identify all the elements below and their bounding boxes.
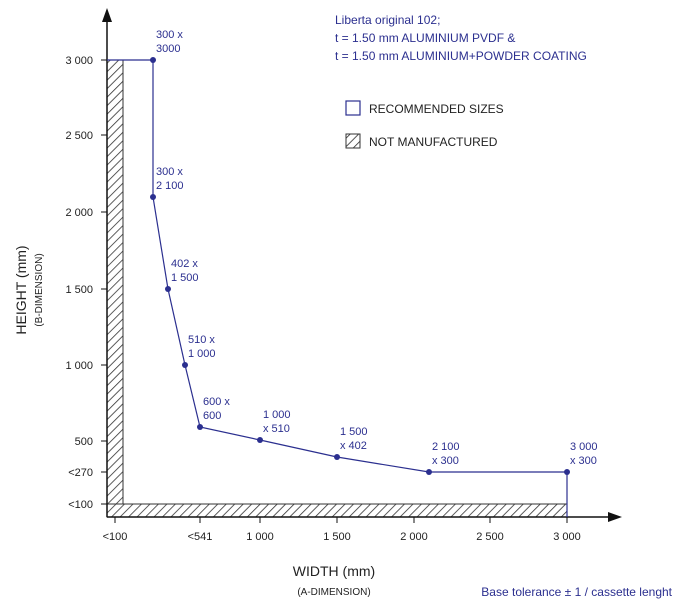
x-tick-label: <541 bbox=[188, 531, 213, 543]
x-ticks: <100 <541 1 000 1 500 2 000 2 500 3 000 bbox=[103, 517, 581, 543]
chart-title-line-2: t = 1.50 mm ALUMINIUM PVDF & bbox=[335, 31, 515, 45]
y-tick-label: 2 500 bbox=[65, 130, 93, 142]
y-tick-label: <100 bbox=[68, 499, 93, 511]
data-point bbox=[150, 57, 156, 63]
x-tick-label: <100 bbox=[103, 531, 128, 543]
hatch-horizontal-region bbox=[106, 503, 568, 518]
y-axis-title: HEIGHT (mm) bbox=[13, 245, 29, 334]
chart-title-line-3: t = 1.50 mm ALUMINIUM+POWDER COATING bbox=[335, 49, 587, 63]
y-tick-label: 500 bbox=[75, 436, 93, 448]
x-axis-subtitle: (A-DIMENSION) bbox=[297, 587, 370, 598]
y-tick-label: 1 500 bbox=[65, 284, 93, 296]
data-point-label: 600 x 600 bbox=[203, 396, 230, 422]
footnote: Base tolerance ± 1 / cassette lenght bbox=[481, 585, 672, 599]
x-tick-label: 1 500 bbox=[323, 531, 351, 543]
y-axis-arrow bbox=[102, 8, 112, 22]
x-tick-label: 2 000 bbox=[400, 531, 428, 543]
data-point bbox=[334, 454, 340, 460]
y-tick-label: 3 000 bbox=[65, 55, 93, 67]
data-point bbox=[257, 437, 263, 443]
data-point-label: 3 000 x 300 bbox=[570, 441, 598, 467]
data-point-label: 2 100 x 300 bbox=[432, 441, 460, 467]
data-point bbox=[564, 469, 570, 475]
data-point-label: 1 000 x 510 bbox=[263, 409, 291, 435]
series-line-group bbox=[107, 57, 570, 517]
x-tick-label: 3 000 bbox=[553, 531, 581, 543]
y-tick-label: 2 000 bbox=[65, 207, 93, 219]
y-tick-label: <270 bbox=[68, 467, 93, 479]
x-axis-title: WIDTH (mm) bbox=[293, 563, 375, 579]
data-point bbox=[165, 286, 171, 292]
hatch-vertical-region bbox=[106, 59, 124, 518]
legend-not-manufactured-swatch bbox=[345, 133, 361, 149]
data-point-label: 1 500 x 402 bbox=[340, 426, 368, 452]
chart-title-line-1: Liberta original 102; bbox=[335, 13, 440, 27]
y-ticks: <100 <270 500 1 000 1 500 2 000 2 500 3 000 bbox=[65, 55, 107, 511]
legend-not-manufactured-label: NOT MANUFACTURED bbox=[369, 135, 498, 149]
x-axis-arrow bbox=[608, 512, 622, 522]
data-point bbox=[197, 424, 203, 430]
data-point bbox=[150, 194, 156, 200]
data-point-label: 300 x 3000 bbox=[156, 29, 183, 55]
data-point bbox=[426, 469, 432, 475]
x-tick-label: 1 000 bbox=[246, 531, 274, 543]
y-tick-label: 1 000 bbox=[65, 360, 93, 372]
legend-recommended-swatch bbox=[345, 100, 361, 116]
x-tick-label: 2 500 bbox=[476, 531, 504, 543]
y-axis-subtitle: (B-DIMENSION) bbox=[34, 253, 45, 326]
data-point bbox=[182, 362, 188, 368]
legend-recommended-label: RECOMMENDED SIZES bbox=[369, 102, 504, 116]
